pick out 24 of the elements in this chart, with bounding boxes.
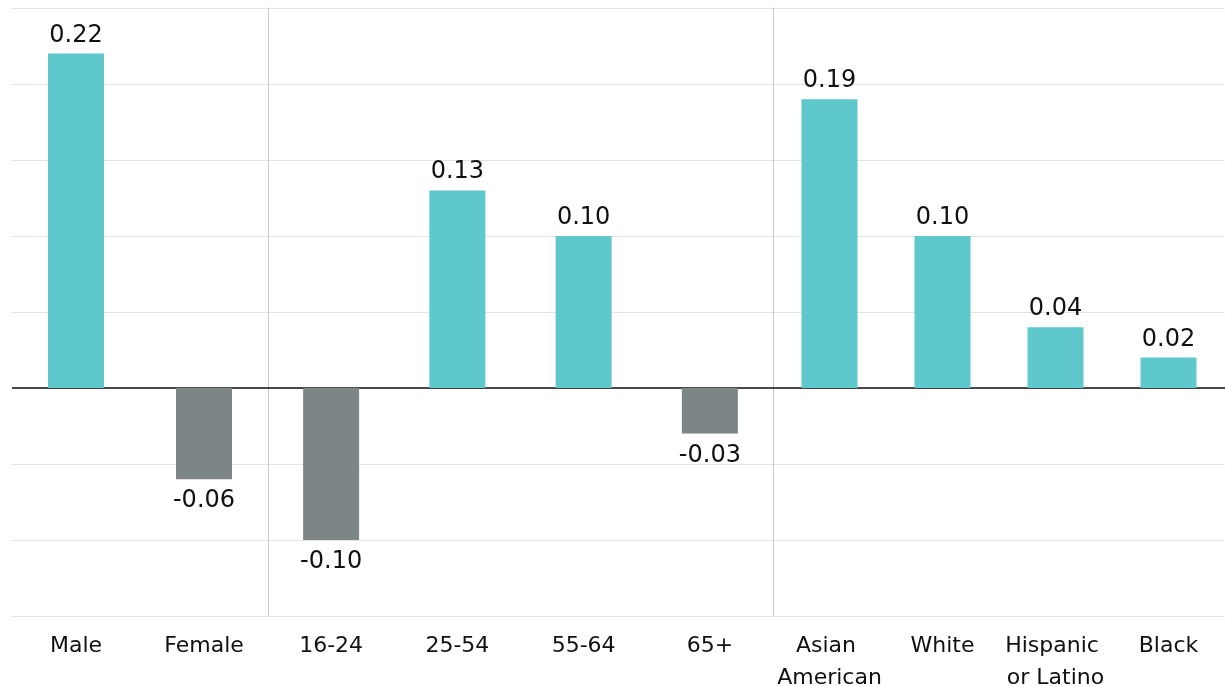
bar xyxy=(1027,327,1084,388)
bar xyxy=(1140,357,1197,388)
x-tick-label: 55-64 xyxy=(551,631,616,657)
x-tick-label: 65+ xyxy=(686,631,734,657)
x-tick-label: 25-54 xyxy=(425,631,490,657)
data-label: 0.04 xyxy=(1028,293,1083,322)
data-label: 0.10 xyxy=(556,202,611,230)
x-tick-label: Female xyxy=(164,631,244,657)
data-label: 0.10 xyxy=(915,202,970,230)
data-label: -0.03 xyxy=(678,439,741,468)
data-label: 0.13 xyxy=(430,156,485,185)
data-label: 0.02 xyxy=(1141,323,1196,352)
bar xyxy=(914,236,971,388)
data-label: -0.10 xyxy=(300,546,363,574)
data-label: 0.22 xyxy=(49,19,103,48)
bar xyxy=(801,99,858,388)
x-tick-label: Asian American xyxy=(777,631,882,686)
data-label: -0.06 xyxy=(172,485,236,514)
x-tick-label: Black xyxy=(1138,631,1199,657)
x-tick-label: Hispanic or Latino xyxy=(1005,631,1106,686)
data-label: 0.19 xyxy=(802,65,857,94)
x-tick-label: Male xyxy=(49,631,103,657)
x-tick-label: White xyxy=(910,631,975,657)
x-tick-label: 16-24 xyxy=(299,631,364,657)
